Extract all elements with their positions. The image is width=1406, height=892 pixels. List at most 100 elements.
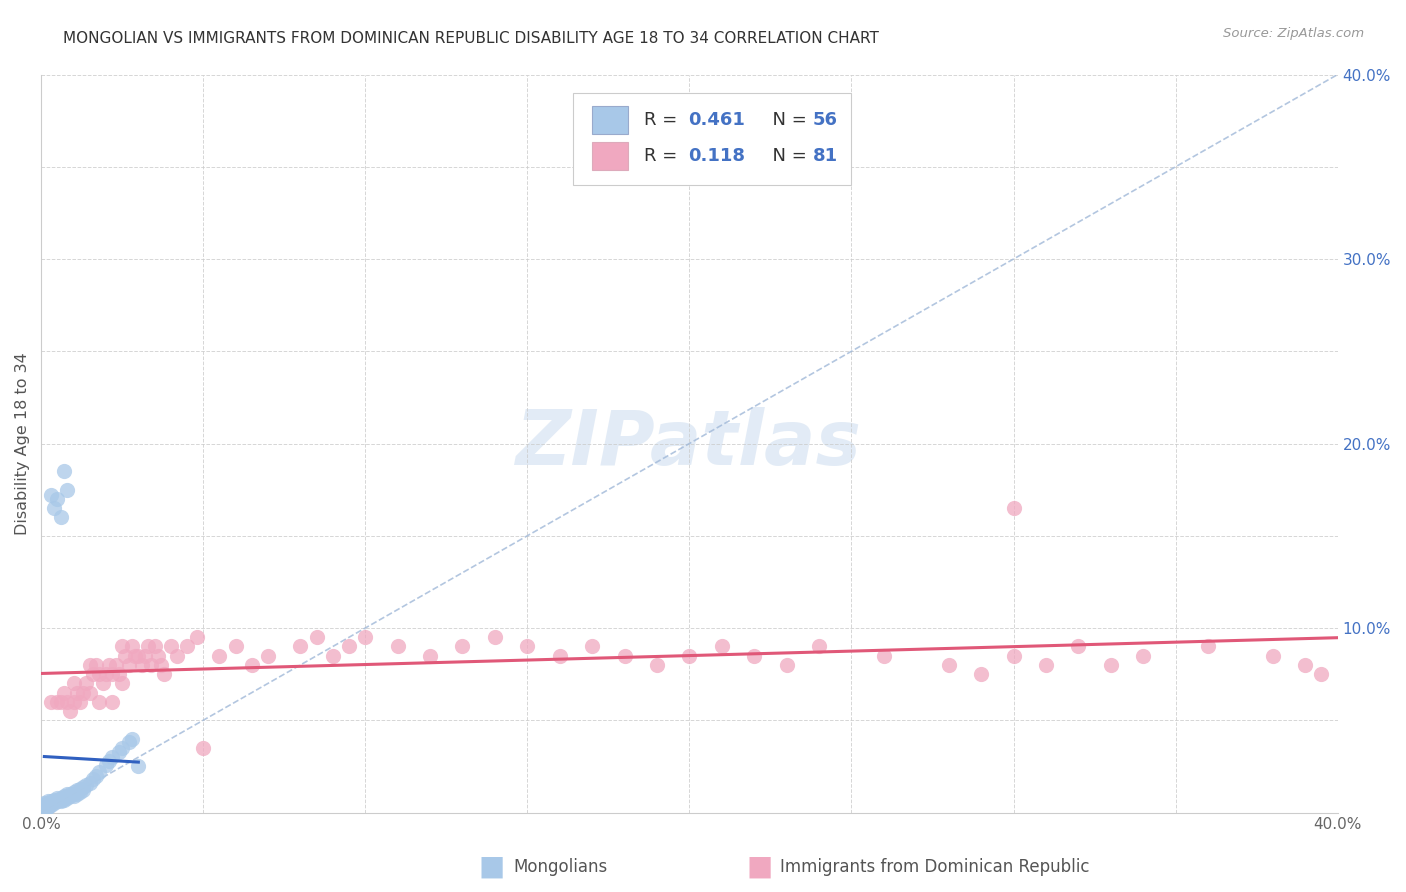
Point bbox=[1002, 501, 1025, 516]
Point bbox=[104, 657, 127, 672]
Point bbox=[1310, 667, 1333, 681]
Point bbox=[34, 797, 56, 811]
Point bbox=[176, 640, 198, 654]
Text: Immigrants from Dominican Republic: Immigrants from Dominican Republic bbox=[780, 858, 1090, 876]
Point bbox=[59, 787, 82, 801]
Text: N =: N = bbox=[761, 111, 813, 128]
Point bbox=[79, 657, 101, 672]
Point bbox=[1132, 648, 1154, 663]
Point bbox=[39, 797, 62, 811]
Point bbox=[1099, 657, 1122, 672]
Point bbox=[84, 769, 107, 783]
Point bbox=[153, 667, 176, 681]
Point bbox=[69, 785, 91, 799]
Point bbox=[111, 676, 134, 690]
Point bbox=[101, 750, 124, 764]
Point bbox=[208, 648, 231, 663]
Point bbox=[37, 800, 59, 814]
Point bbox=[613, 648, 636, 663]
Point bbox=[39, 695, 62, 709]
FancyBboxPatch shape bbox=[592, 143, 628, 170]
Point bbox=[808, 640, 831, 654]
Point bbox=[89, 667, 111, 681]
Text: 56: 56 bbox=[813, 111, 838, 128]
Point bbox=[124, 648, 146, 663]
Text: ZIPatlas: ZIPatlas bbox=[516, 407, 862, 481]
Point bbox=[484, 630, 506, 644]
Point bbox=[46, 491, 69, 506]
Point bbox=[111, 741, 134, 756]
Point bbox=[101, 667, 124, 681]
Point bbox=[938, 657, 960, 672]
Point bbox=[94, 667, 117, 681]
Point bbox=[72, 780, 94, 794]
Point bbox=[72, 783, 94, 797]
Point bbox=[42, 501, 65, 516]
Point bbox=[49, 695, 72, 709]
Point bbox=[1067, 640, 1090, 654]
Point bbox=[516, 640, 538, 654]
Point bbox=[98, 754, 121, 768]
Point bbox=[150, 657, 173, 672]
Point bbox=[143, 640, 166, 654]
Point bbox=[39, 795, 62, 809]
Text: MONGOLIAN VS IMMIGRANTS FROM DOMINICAN REPUBLIC DISABILITY AGE 18 TO 34 CORRELAT: MONGOLIAN VS IMMIGRANTS FROM DOMINICAN R… bbox=[63, 31, 879, 46]
Point bbox=[186, 630, 208, 644]
Point bbox=[136, 640, 159, 654]
Point bbox=[159, 640, 181, 654]
Point bbox=[89, 764, 111, 779]
Point bbox=[240, 657, 263, 672]
Point bbox=[89, 695, 111, 709]
Point bbox=[76, 676, 98, 690]
Point bbox=[46, 792, 69, 806]
Point bbox=[69, 781, 91, 796]
Point bbox=[127, 759, 149, 773]
Text: Source: ZipAtlas.com: Source: ZipAtlas.com bbox=[1223, 27, 1364, 40]
Point bbox=[37, 797, 59, 811]
Point bbox=[49, 510, 72, 524]
FancyBboxPatch shape bbox=[592, 105, 628, 134]
Point bbox=[66, 787, 89, 801]
Point bbox=[1035, 657, 1057, 672]
Point bbox=[121, 731, 143, 746]
FancyBboxPatch shape bbox=[572, 93, 852, 186]
Point bbox=[257, 648, 280, 663]
Point bbox=[62, 676, 84, 690]
Point bbox=[66, 685, 89, 699]
Y-axis label: Disability Age 18 to 34: Disability Age 18 to 34 bbox=[15, 352, 30, 535]
Point bbox=[134, 648, 156, 663]
Point bbox=[354, 630, 377, 644]
Point bbox=[775, 657, 797, 672]
Point bbox=[98, 657, 121, 672]
Point bbox=[114, 648, 136, 663]
Point bbox=[62, 785, 84, 799]
Point bbox=[66, 783, 89, 797]
Point bbox=[84, 657, 107, 672]
Point bbox=[69, 695, 91, 709]
Point bbox=[146, 648, 169, 663]
Point bbox=[127, 648, 149, 663]
Point bbox=[42, 792, 65, 806]
Point bbox=[1294, 657, 1316, 672]
Text: ■: ■ bbox=[747, 853, 772, 881]
Point bbox=[52, 464, 75, 478]
Point bbox=[34, 798, 56, 813]
Point bbox=[117, 735, 139, 749]
Point bbox=[56, 790, 79, 805]
Point bbox=[108, 745, 131, 759]
Point bbox=[337, 640, 360, 654]
Point bbox=[52, 792, 75, 806]
Point bbox=[49, 795, 72, 809]
Point bbox=[76, 778, 98, 792]
Point bbox=[56, 789, 79, 803]
Point bbox=[117, 657, 139, 672]
Point bbox=[82, 772, 104, 787]
Point bbox=[42, 795, 65, 809]
Point bbox=[52, 790, 75, 805]
Point bbox=[79, 776, 101, 790]
Point bbox=[305, 630, 328, 644]
Point bbox=[34, 802, 56, 816]
Point bbox=[59, 704, 82, 718]
Point bbox=[42, 797, 65, 811]
Point bbox=[121, 640, 143, 654]
